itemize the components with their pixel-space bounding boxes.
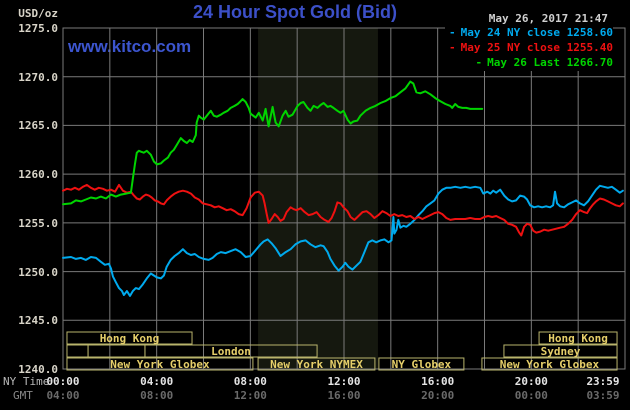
x-tick-label: 20:00 [514, 375, 548, 388]
session-box [144, 344, 318, 358]
session-box-label: Hong Kong [548, 332, 608, 345]
x-tick-label: 20:00 [421, 389, 455, 402]
y-tick-label: 1275.0 [18, 22, 58, 35]
legend-item-label: May 26 Last 1266.70 [487, 56, 613, 69]
page-title: 24 Hour Spot Gold (Bid) [193, 2, 397, 22]
session-box-label: New York Globex [500, 358, 600, 371]
y-tick-label: 1270.0 [18, 70, 58, 84]
x-tick-label: 08:00 [233, 375, 267, 388]
y-axis-unit-label: USD/oz [18, 7, 58, 20]
session-box [503, 344, 618, 358]
x-tick-label: 00:00 [514, 389, 548, 402]
x-tick-label: 08:00 [140, 389, 174, 402]
gmt-axis-name: GMT [13, 389, 33, 402]
legend: - May 24 NY close 1258.60 - May 25 NY clos… [445, 26, 613, 71]
x-tick-label: 00:00 [46, 375, 80, 388]
y-tick-label: 1240.0 [18, 363, 58, 376]
y-tick-label: 1255.0 [18, 216, 58, 230]
y-tick-label: 1260.0 [18, 168, 58, 182]
kitco-watermark: www.kitco.com [68, 37, 192, 56]
legend-item-label: May 24 NY close 1258.60 [460, 26, 613, 39]
x-tick-label: 04:00 [46, 389, 80, 402]
y-tick-label: 1265.0 [18, 119, 58, 133]
legend-item-may25: - May 25 NY close 1255.40 [449, 41, 613, 56]
session-box-label: Sydney [541, 345, 581, 358]
x-tick-label: 12:00 [233, 389, 267, 402]
chart-timestamp: May 26, 2017 21:47 [488, 12, 608, 25]
session-box-label: Hong Kong [100, 332, 160, 345]
x-tick-label: 04:00 [140, 375, 174, 388]
session-box [66, 357, 254, 371]
x-tick-label: 23:59 [586, 375, 620, 388]
x-tick-label: 16:00 [327, 389, 361, 402]
legend-swatch-dash: - [449, 26, 456, 39]
session-box [538, 331, 618, 345]
x-tick-label: 12:00 [327, 375, 361, 388]
session-box-label: New York Globex [110, 358, 210, 371]
legend-item-may26: - May 26 Last 1266.70 [449, 56, 613, 71]
y-tick-label: 1245.0 [18, 314, 58, 328]
y-tick-label: 1250.0 [18, 265, 58, 279]
session-box [378, 357, 465, 371]
price-line [62, 184, 624, 297]
session-box [87, 344, 146, 358]
price-line [62, 183, 624, 237]
session-box-label: London [211, 345, 251, 358]
legend-swatch-dash: - [449, 41, 456, 54]
session-box [481, 357, 618, 371]
session-box [66, 344, 89, 358]
x-tick-label: 03:59 [586, 389, 620, 402]
session-box-label: New York NYMEX [270, 358, 363, 371]
session-box [257, 357, 376, 371]
legend-swatch-dash: - [475, 56, 483, 69]
legend-item-label: May 25 NY close 1255.40 [460, 41, 613, 54]
x-tick-label: 16:00 [421, 375, 455, 388]
price-line [62, 80, 484, 206]
plot-border [62, 27, 626, 370]
session-box-label: NY Globex [392, 358, 452, 371]
session-box [66, 331, 193, 345]
legend-item-may24: - May 24 NY close 1258.60 [449, 26, 613, 41]
nymex-session-band [258, 28, 378, 369]
ny-time-axis-name: NY Time [3, 375, 50, 388]
